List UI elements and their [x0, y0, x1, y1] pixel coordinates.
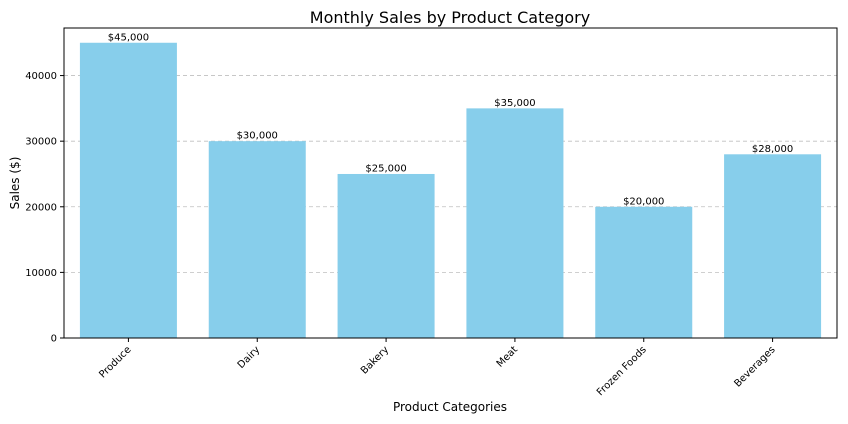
bar	[724, 154, 822, 338]
y-tick-label: 30000	[25, 137, 57, 148]
gridlines	[64, 75, 837, 273]
y-tick-label: 20000	[25, 202, 57, 213]
chart-title: Monthly Sales by Product Category	[310, 8, 590, 27]
x-tick-label: Dairy	[236, 344, 263, 371]
plot-frame	[63, 27, 838, 339]
y-tick-label: 0	[51, 334, 57, 345]
x-tick-label: Bakery	[359, 344, 391, 376]
x-axis-ticks: Produce Dairy Bakery Meat Frozen Foods Bevera…	[97, 338, 778, 398]
y-axis-label: Sales ($)	[8, 157, 22, 210]
bar-value-label: $30,000	[237, 131, 278, 142]
bar-value-label: $45,000	[108, 32, 149, 43]
x-tick-label: Frozen Foods	[595, 344, 649, 398]
bars	[79, 42, 822, 339]
x-tick-label: Meat	[495, 344, 520, 369]
bar	[79, 42, 177, 339]
bar	[595, 206, 693, 338]
y-tick-label: 40000	[25, 71, 57, 82]
bar-value-label: $28,000	[752, 144, 793, 155]
bar-value-label: $35,000	[494, 98, 535, 109]
y-axis-ticks: 0 10000 20000 30000 40000	[25, 71, 64, 345]
x-tick-label: Produce	[97, 344, 133, 380]
bar	[337, 173, 435, 338]
data-labels: $45,000 $30,000 $25,000 $35,000 $20,000 $28,0…	[108, 32, 794, 207]
bar	[466, 108, 564, 339]
x-tick-label: Beverages	[732, 344, 777, 389]
bar	[208, 141, 306, 338]
x-axis-label: Product Categories	[393, 400, 507, 414]
bar-value-label: $25,000	[365, 163, 406, 174]
bar-value-label: $20,000	[623, 196, 664, 207]
y-tick-label: 10000	[25, 268, 57, 279]
